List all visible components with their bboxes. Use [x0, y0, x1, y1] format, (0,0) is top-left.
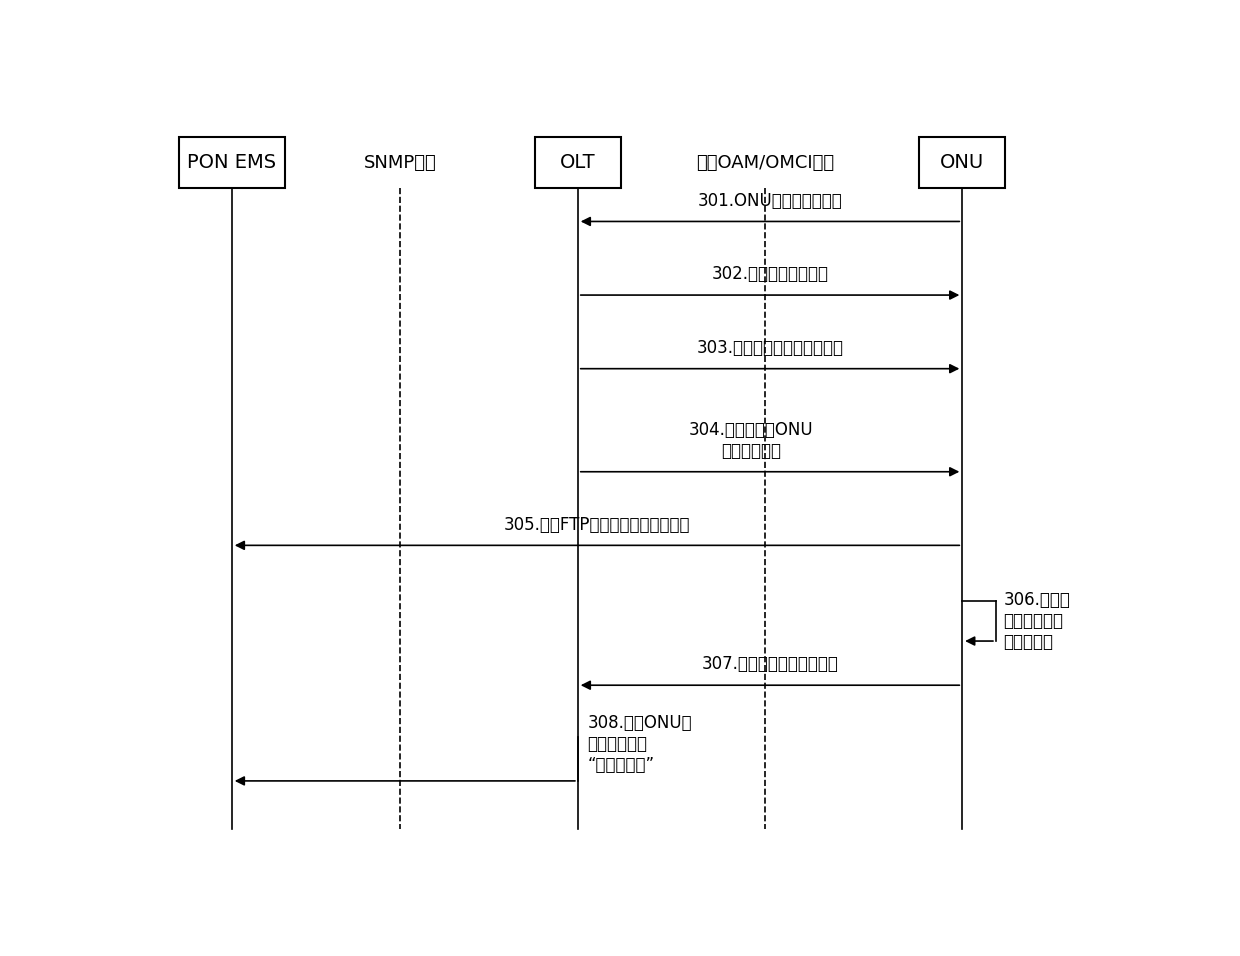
Text: OLT: OLT: [560, 153, 595, 172]
Text: 307.上报文件加载完成消息: 307.上报文件加载完成消息: [702, 656, 838, 673]
Text: 305.登录FTP服务器，下载配置文件: 305.登录FTP服务器，下载配置文件: [503, 515, 691, 533]
Text: SNMP接口: SNMP接口: [363, 154, 436, 171]
Text: 302.下发管理通道参数: 302.下发管理通道参数: [712, 266, 828, 283]
Bar: [179, 137, 285, 188]
Text: 扩展OAM/OMCI接口: 扩展OAM/OMCI接口: [696, 154, 835, 171]
Bar: [919, 137, 1006, 188]
Text: 301.ONU上电注册和认证: 301.ONU上电注册和认证: [698, 192, 842, 209]
Text: 304.下发命令给ONU
触发业务加载: 304.下发命令给ONU 触发业务加载: [688, 422, 813, 460]
Text: 303.下发配置文件的下载参数: 303.下发配置文件的下载参数: [697, 339, 843, 357]
Text: ONU: ONU: [940, 153, 985, 172]
Text: 308.设置ONU业
务配置标志为
“已配置业务”: 308.设置ONU业 务配置标志为 “已配置业务”: [588, 714, 692, 774]
Text: PON EMS: PON EMS: [187, 153, 277, 172]
Bar: [534, 137, 621, 188]
Text: 306.校验文
件，从文件自
动加载业务: 306.校验文 件，从文件自 动加载业务: [1003, 591, 1070, 651]
